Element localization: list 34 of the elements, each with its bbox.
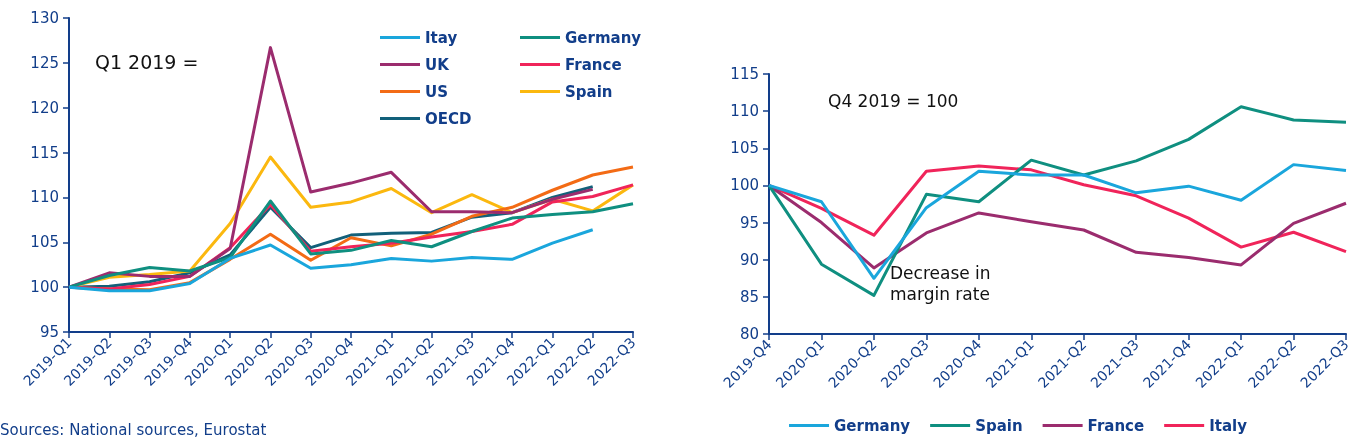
y-tick-label: 110 bbox=[730, 102, 759, 121]
legend-label: OECD bbox=[425, 109, 472, 128]
legend-label: Germany bbox=[834, 416, 911, 435]
legend-label: Spain bbox=[975, 416, 1023, 435]
y-tick-label: 105 bbox=[30, 233, 59, 252]
annotation: Q4 2019 = 100 bbox=[828, 90, 959, 111]
y-tick-label: 95 bbox=[39, 323, 59, 341]
y-tick-label: 85 bbox=[739, 287, 759, 306]
y-tick-label: 90 bbox=[739, 250, 759, 269]
y-tick-label: 110 bbox=[30, 188, 59, 207]
y-tick-label: 130 bbox=[30, 9, 59, 27]
legend-label: France bbox=[565, 55, 622, 74]
source-note: Sources: National sources, Eurostat bbox=[0, 420, 267, 438]
y-tick-label: 95 bbox=[739, 213, 759, 232]
y-tick-label: 105 bbox=[730, 139, 759, 158]
legend-label: Germany bbox=[565, 28, 642, 47]
line-series bbox=[67, 199, 635, 289]
annotation: Decrease in margin rate bbox=[890, 262, 997, 304]
legend-label: UK bbox=[425, 55, 451, 74]
legend-label: Spain bbox=[565, 82, 613, 101]
legend-label: France bbox=[1087, 416, 1145, 435]
annotation: Q1 2019 = bbox=[95, 50, 199, 73]
legend-label: Italy bbox=[1209, 416, 1248, 435]
line-series bbox=[767, 163, 1348, 280]
y-tick-label: 100 bbox=[730, 176, 759, 195]
y-tick-label: 115 bbox=[30, 143, 59, 162]
line-series bbox=[67, 228, 595, 293]
y-tick-label: 100 bbox=[30, 278, 59, 297]
y-tick-label: 115 bbox=[730, 65, 759, 83]
legend-label: US bbox=[425, 82, 448, 101]
y-tick-label: 120 bbox=[30, 98, 59, 117]
y-tick-label: 125 bbox=[30, 53, 59, 72]
legend-label: Itay bbox=[425, 28, 458, 47]
y-tick-label: 80 bbox=[739, 325, 759, 343]
